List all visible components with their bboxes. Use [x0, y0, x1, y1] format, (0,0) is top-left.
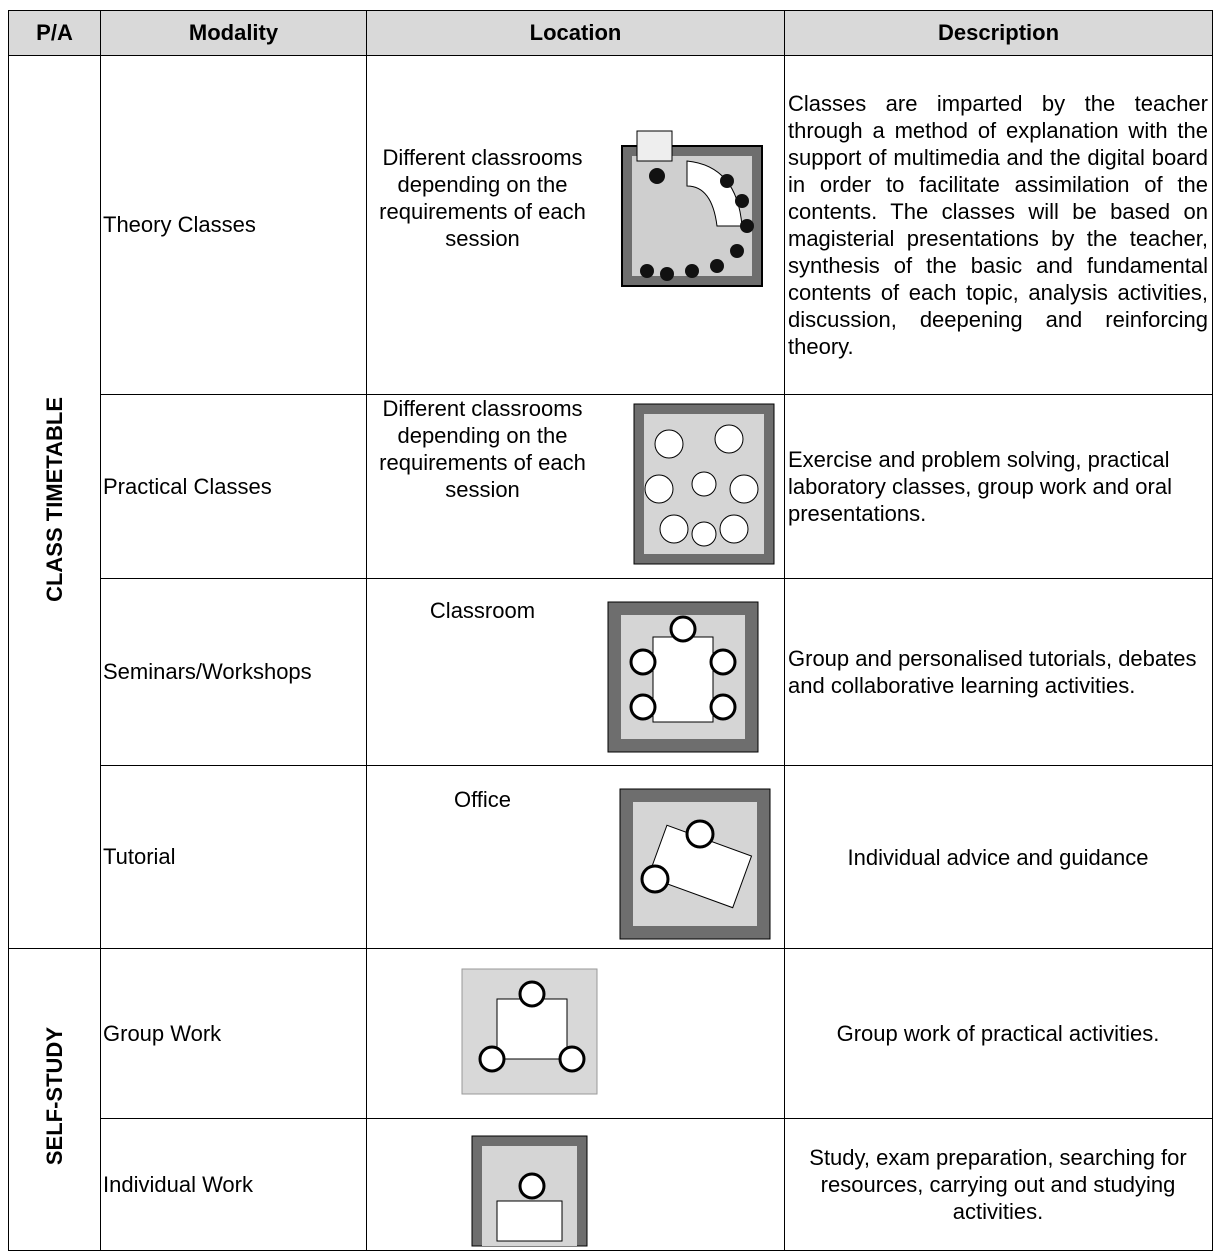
group-label: CLASS TIMETABLE	[41, 396, 67, 602]
modality: Seminars/Workshops	[100, 578, 367, 766]
header-cell: Modality	[100, 10, 367, 56]
header-cell: Location	[366, 10, 785, 56]
modality-table: P/A Modality Location Description CLASS …	[8, 10, 1213, 1251]
description: Group work of practical activities.	[784, 948, 1213, 1119]
modality: Group Work	[100, 948, 367, 1119]
group-cell: SELF-STUDY	[8, 948, 101, 1251]
location-cell: Office	[366, 765, 785, 949]
description: Individual advice and guidance	[784, 765, 1213, 949]
modality: Theory Classes	[100, 55, 367, 395]
description: Study, exam preparation, searching for r…	[784, 1118, 1213, 1251]
description: Exercise and problem solving, practical …	[784, 394, 1213, 579]
row: Practical Classes Different classrooms d…	[9, 394, 1213, 579]
location: Different classrooms depending on the re…	[379, 145, 586, 251]
modality: Tutorial	[100, 765, 367, 949]
location-cell	[366, 1118, 785, 1251]
group-label: SELF-STUDY	[41, 1027, 67, 1166]
classroom-icon	[621, 130, 763, 287]
header-row: P/A Modality Location Description	[8, 10, 1213, 56]
modality: Individual Work	[100, 1118, 367, 1251]
location: Office	[453, 787, 512, 812]
location-cell: Different classrooms depending on the re…	[366, 394, 785, 579]
location-cell: Classroom	[366, 578, 785, 766]
header-cell: Description	[784, 10, 1213, 56]
modality: Practical Classes	[100, 394, 367, 579]
description: Classes are imparted by the teacher thro…	[784, 55, 1213, 395]
classroom-icon	[633, 403, 775, 565]
location: Classroom	[429, 598, 536, 623]
seminar-icon	[607, 601, 759, 753]
individual-icon	[471, 1135, 588, 1247]
row: CLASS TIMETABLE Theory Classes Different…	[8, 55, 1213, 949]
location-cell	[366, 948, 785, 1119]
header-cell: P/A	[8, 10, 101, 56]
location: Different classrooms depending on the re…	[379, 396, 586, 502]
location-cell: Different classrooms depending on the re…	[366, 55, 785, 395]
group-cell: CLASS TIMETABLE	[8, 55, 101, 949]
description: Group and personalised tutorials, debate…	[784, 578, 1213, 766]
row: Seminars/Workshops Classroom Group and p…	[9, 578, 1213, 766]
row: Tutorial Office Individual advice and gu…	[9, 765, 1213, 949]
group-icon	[461, 968, 598, 1095]
office-icon	[619, 788, 771, 940]
row: SELF-STUDY Group Work Group work of prac…	[8, 948, 1213, 1251]
row: Individual Work Study, exam preparation,…	[9, 1118, 1213, 1251]
